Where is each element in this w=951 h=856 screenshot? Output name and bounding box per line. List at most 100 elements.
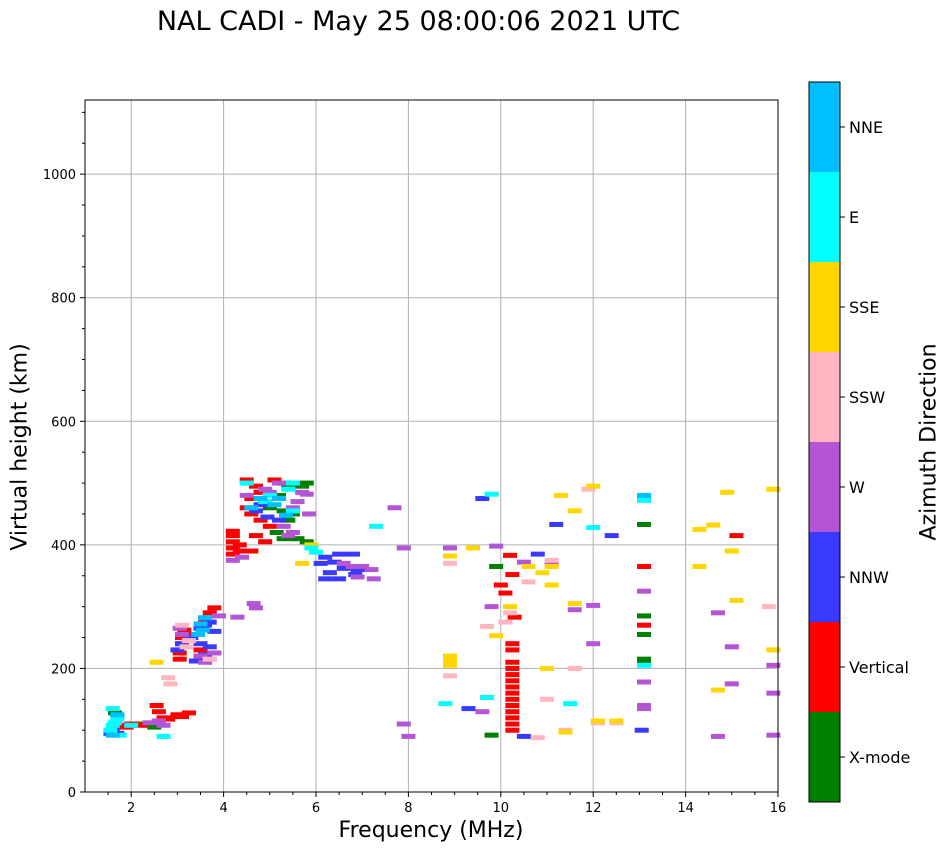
data-point — [262, 505, 277, 511]
colorbar-tick-label: NNE — [849, 118, 883, 137]
data-point — [475, 709, 490, 715]
data-point — [766, 732, 781, 738]
chart-title: NAL CADI - May 25 08:00:06 2021 UTC — [156, 6, 681, 37]
series-e — [103, 480, 652, 739]
data-point — [202, 644, 217, 650]
data-point — [355, 563, 370, 569]
data-point — [202, 610, 217, 616]
data-point — [387, 505, 402, 511]
colorbar-tick-label: NNW — [849, 568, 889, 587]
data-point — [442, 653, 457, 659]
colorbar-swatch — [809, 262, 840, 352]
data-point — [225, 528, 240, 534]
data-point — [637, 703, 652, 708]
data-point — [267, 477, 282, 483]
data-point — [567, 508, 582, 514]
data-point — [505, 572, 520, 578]
data-point — [475, 496, 490, 502]
data-point — [142, 720, 157, 726]
data-point — [207, 605, 222, 611]
data-point — [540, 665, 554, 671]
data-point — [637, 492, 652, 498]
data-point — [181, 710, 196, 716]
plot-frame — [84, 99, 779, 793]
data-point — [260, 514, 275, 520]
data-point — [544, 563, 559, 569]
data-point — [484, 491, 499, 497]
y-tick-label: 600 — [51, 415, 76, 430]
colorbar-swatch — [809, 712, 840, 802]
data-point — [484, 604, 499, 610]
data-point — [156, 733, 171, 739]
data-point — [253, 489, 268, 495]
data-point — [332, 551, 347, 557]
data-point — [505, 647, 520, 653]
data-point — [281, 517, 296, 523]
data-point — [191, 631, 206, 637]
x-tick-label: 4 — [219, 801, 227, 816]
data-point — [503, 604, 518, 610]
x-tick-label: 16 — [770, 801, 787, 816]
data-point — [327, 559, 342, 565]
data-point — [438, 701, 453, 707]
data-point — [521, 563, 536, 569]
x-axis-label: Frequency (MHz) — [338, 818, 524, 843]
data-point — [276, 508, 291, 514]
colorbar-tick-label: SSW — [849, 388, 885, 407]
data-point — [336, 565, 351, 571]
series-nne — [105, 492, 652, 738]
data-point — [505, 703, 520, 708]
data-point — [285, 505, 300, 511]
colorbar-tick-label: E — [849, 208, 859, 227]
data-point — [147, 724, 162, 730]
data-point — [724, 548, 739, 554]
data-point — [505, 684, 520, 690]
data-point — [170, 647, 185, 653]
data-point — [442, 673, 457, 679]
data-point — [211, 613, 226, 619]
data-point — [253, 517, 268, 523]
data-point — [179, 644, 194, 650]
data-point — [637, 656, 652, 662]
data-point — [149, 659, 164, 665]
data-point — [345, 563, 360, 569]
data-point — [103, 727, 118, 733]
data-point — [272, 496, 287, 502]
data-point — [590, 718, 605, 724]
data-point — [637, 613, 652, 619]
data-point — [442, 658, 457, 664]
data-point — [498, 590, 513, 596]
data-point — [258, 499, 273, 505]
data-point — [710, 733, 725, 739]
data-point — [637, 631, 652, 637]
data-point — [396, 721, 411, 727]
data-point — [193, 647, 208, 653]
data-point — [586, 641, 601, 647]
data-point — [544, 582, 559, 588]
azimuth-colorbar: X-mode Vertical NNW W SSW SSE E NNE — [808, 81, 910, 803]
data-point — [285, 530, 300, 535]
data-point — [175, 714, 190, 720]
data-point — [269, 530, 284, 535]
data-point — [637, 563, 652, 569]
data-point — [278, 512, 293, 518]
series-w — [142, 480, 781, 739]
data-point — [281, 533, 296, 539]
data-point — [253, 496, 268, 502]
data-point — [442, 545, 457, 551]
data-point — [637, 706, 652, 712]
data-point — [558, 729, 573, 735]
data-point — [553, 492, 568, 498]
data-point — [505, 690, 520, 696]
data-point — [262, 492, 277, 498]
data-point — [692, 563, 707, 569]
data-point — [232, 548, 247, 554]
data-point — [188, 658, 203, 664]
data-point — [567, 601, 582, 607]
data-point — [586, 483, 601, 489]
data-point — [248, 508, 263, 514]
data-point — [272, 517, 287, 523]
data-point — [156, 722, 171, 728]
x-tick-label: 14 — [677, 801, 694, 816]
data-point — [318, 554, 333, 560]
